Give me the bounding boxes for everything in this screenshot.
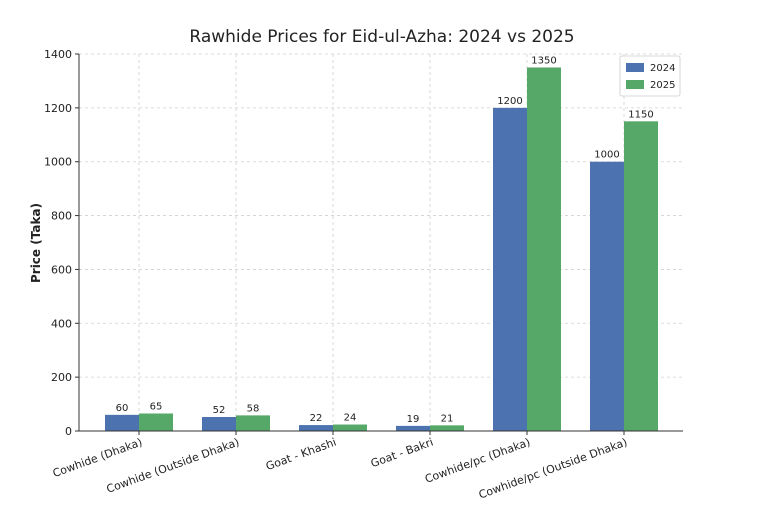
x-tick-label: Goat - Bakri: [369, 436, 435, 471]
y-tick-label: 1400: [44, 48, 72, 61]
data-label: 19: [407, 414, 420, 425]
y-tick-label: 0: [65, 425, 72, 438]
x-tick-label: Goat - Khashi: [264, 436, 338, 474]
y-tick-label: 400: [51, 317, 72, 330]
data-label: 60: [116, 403, 129, 414]
data-label: 1200: [497, 96, 522, 107]
y-tick-label: 800: [51, 210, 72, 223]
data-label: 24: [344, 413, 357, 424]
legend-label-2024: 2024: [650, 63, 675, 74]
bar-2025-3: [430, 425, 464, 431]
bar-2025-1: [236, 415, 270, 431]
data-label: 52: [213, 405, 226, 416]
y-tick-label: 200: [51, 371, 72, 384]
data-label: 1000: [594, 150, 619, 161]
chart-title: Rawhide Prices for Eid-ul-Azha: 2024 vs …: [189, 27, 574, 47]
bar-2025-2: [333, 424, 367, 431]
data-label: 65: [150, 401, 163, 412]
y-axis-label: Price (Taka): [29, 203, 43, 283]
data-label: 58: [247, 403, 260, 414]
data-label: 21: [441, 413, 454, 424]
data-label: 1150: [628, 109, 653, 120]
bar-2024-3: [396, 425, 430, 431]
bars-layer: [105, 67, 658, 432]
bar-2025-4: [527, 67, 561, 431]
grid-layer: [79, 53, 683, 432]
y-tick-label: 1000: [44, 156, 72, 169]
bar-2024-5: [590, 161, 624, 431]
bar-2024-2: [299, 425, 333, 431]
bar-2024-0: [105, 414, 139, 431]
labels-layer: 60 52 22 19 1200 1000 65 58 24 21 1350 1150: [116, 55, 654, 424]
y-tick-label: 600: [51, 263, 72, 276]
legend-swatch-2024: [626, 63, 644, 72]
bar-2025-0: [139, 413, 173, 431]
legend-swatch-2025: [626, 80, 644, 89]
data-label: 1350: [531, 55, 556, 66]
bar-2024-4: [493, 107, 527, 431]
legend: 2024 2025: [619, 55, 681, 97]
legend-label-2025: 2025: [650, 80, 675, 91]
y-tick-label: 1200: [44, 102, 72, 115]
bar-2024-1: [202, 416, 236, 431]
bar-2025-5: [624, 121, 658, 432]
data-label: 22: [310, 413, 323, 424]
